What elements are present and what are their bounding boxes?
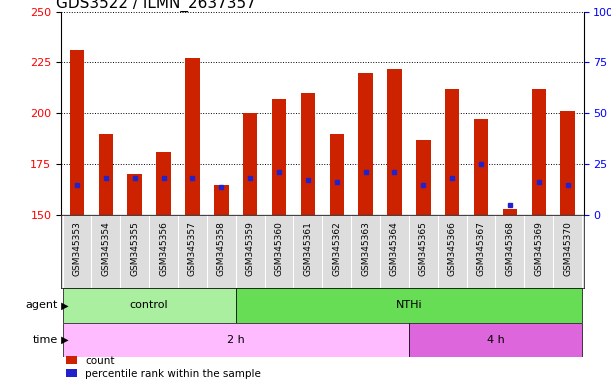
Text: GDS3522 / ILMN_2637357: GDS3522 / ILMN_2637357: [56, 0, 255, 12]
Bar: [359, 73, 373, 215]
Text: GSM345356: GSM345356: [159, 221, 168, 276]
Bar: [156, 152, 171, 215]
Text: GSM345354: GSM345354: [101, 221, 111, 276]
Text: GSM345370: GSM345370: [563, 221, 572, 276]
Text: GSM345368: GSM345368: [505, 221, 514, 276]
Text: GSM345367: GSM345367: [477, 221, 486, 276]
Bar: [445, 89, 459, 215]
Bar: [62, 288, 236, 323]
Text: GSM345364: GSM345364: [390, 221, 399, 276]
Text: GSM345363: GSM345363: [361, 221, 370, 276]
Bar: [387, 68, 401, 215]
Text: NTHi: NTHi: [395, 300, 422, 310]
Bar: [503, 209, 517, 215]
Text: GSM345357: GSM345357: [188, 221, 197, 276]
Text: GSM345369: GSM345369: [534, 221, 543, 276]
Text: GSM345353: GSM345353: [73, 221, 81, 276]
Text: GSM345362: GSM345362: [332, 221, 341, 276]
Bar: [409, 323, 582, 357]
Bar: [185, 58, 200, 215]
Text: GSM345361: GSM345361: [304, 221, 312, 276]
Bar: [214, 185, 229, 215]
Text: GSM345360: GSM345360: [274, 221, 284, 276]
Text: 2 h: 2 h: [227, 335, 244, 345]
Bar: [98, 134, 113, 215]
Text: GSM345366: GSM345366: [448, 221, 456, 276]
Text: ▶: ▶: [58, 300, 68, 310]
Bar: [301, 93, 315, 215]
Text: 4 h: 4 h: [486, 335, 504, 345]
Bar: [70, 50, 84, 215]
Bar: [329, 134, 344, 215]
Bar: [416, 140, 431, 215]
Bar: [560, 111, 575, 215]
Text: GSM345358: GSM345358: [217, 221, 226, 276]
Text: agent: agent: [26, 300, 58, 310]
Bar: [532, 89, 546, 215]
Bar: [272, 99, 286, 215]
Text: GSM345365: GSM345365: [419, 221, 428, 276]
Bar: [62, 323, 409, 357]
Bar: [236, 288, 582, 323]
Legend: count, percentile rank within the sample: count, percentile rank within the sample: [67, 356, 261, 379]
Text: control: control: [130, 300, 169, 310]
Bar: [474, 119, 488, 215]
Text: time: time: [33, 335, 58, 345]
Text: GSM345359: GSM345359: [246, 221, 255, 276]
Text: GSM345355: GSM345355: [130, 221, 139, 276]
Text: ▶: ▶: [58, 335, 68, 345]
Bar: [243, 113, 257, 215]
Bar: [128, 174, 142, 215]
